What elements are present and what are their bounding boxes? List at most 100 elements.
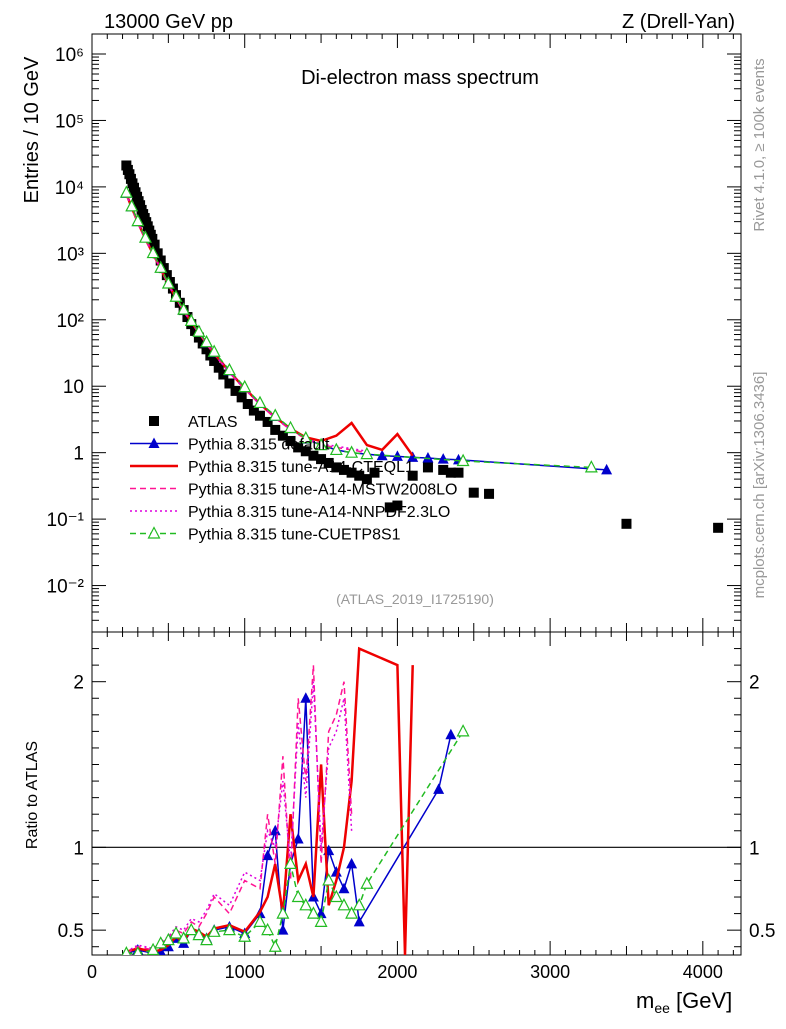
main-point xyxy=(323,457,334,468)
ratio-y-tick-label: 2 xyxy=(73,673,84,694)
main-point xyxy=(177,302,191,315)
main-series-4 xyxy=(125,194,368,453)
main-point xyxy=(149,239,160,250)
rivet-version-label: Rivet 4.1.0, ≥ 100k events xyxy=(751,58,768,231)
main-point xyxy=(125,199,139,212)
main-point xyxy=(601,463,613,475)
main-point xyxy=(456,453,470,467)
main-point xyxy=(369,467,380,478)
ratio-point xyxy=(222,922,236,936)
ratio-y-tick-label: 1 xyxy=(73,838,84,859)
main-point xyxy=(200,334,214,348)
ratio-point xyxy=(291,889,305,903)
main-point xyxy=(253,395,267,409)
main-point xyxy=(376,449,388,461)
main-point xyxy=(316,454,327,465)
main-point xyxy=(236,392,247,403)
main-y-tick-label: 10⁻¹ xyxy=(47,510,85,531)
ratio-y-tick-label-right: 2 xyxy=(749,673,760,694)
ratio-point xyxy=(456,724,470,737)
main-point xyxy=(621,518,632,529)
main-y-tick-label: 10 xyxy=(63,377,84,398)
ratio-point xyxy=(292,833,304,844)
main-point xyxy=(392,500,403,511)
main-point xyxy=(209,355,220,366)
ratio-point xyxy=(268,939,282,952)
main-y-tick-label: 10² xyxy=(57,311,84,332)
x-tick-label: 1000 xyxy=(225,962,265,982)
ratio-point xyxy=(200,932,214,946)
main-point xyxy=(147,233,158,244)
analysis-watermark: (ATLAS_2019_I1725190) xyxy=(336,591,494,607)
x-axis-label-sub: ee xyxy=(654,1000,670,1016)
main-point xyxy=(152,248,163,259)
main-point xyxy=(192,324,206,337)
main-point xyxy=(161,270,172,281)
main-point xyxy=(314,437,328,451)
legend-marker xyxy=(147,526,161,539)
ratio-point xyxy=(253,914,267,927)
main-y-axis-label: Entries / 10 GeV xyxy=(21,56,43,203)
ratio-point xyxy=(329,889,343,903)
main-point xyxy=(254,410,265,421)
main-point xyxy=(270,424,281,435)
main-point xyxy=(331,462,342,473)
main-y-tick-label: 10⁴ xyxy=(55,178,84,199)
main-point xyxy=(193,332,204,343)
ratio-point xyxy=(169,926,183,939)
main-point xyxy=(154,260,168,273)
ratio-point xyxy=(346,857,358,869)
x-axis-label-unit: [GeV] xyxy=(670,988,732,1013)
main-point xyxy=(285,435,296,446)
main-point xyxy=(329,442,343,456)
main-point xyxy=(354,470,365,481)
ratio-point xyxy=(133,946,143,955)
main-point xyxy=(713,522,724,533)
x-tick-label: 4000 xyxy=(683,962,723,982)
mcplots-label: mcplots.cern.ch [arXiv:1306.3436] xyxy=(751,372,768,599)
x-tick-label: 3000 xyxy=(530,962,570,982)
ratio-point xyxy=(262,849,274,861)
ratio-point xyxy=(177,931,191,944)
ratio-series-3 xyxy=(126,681,353,953)
main-point xyxy=(338,464,349,475)
main-point xyxy=(293,442,304,453)
legend-label: Pythia 8.315 tune-CUETP8S1 xyxy=(188,527,401,544)
ratio-point xyxy=(322,873,336,886)
main-point xyxy=(299,430,313,444)
main-point xyxy=(238,379,252,393)
legend-label: Pythia 8.315 default xyxy=(188,437,330,454)
main-point xyxy=(169,289,183,302)
ratio-point xyxy=(353,915,365,927)
ratio-point xyxy=(284,856,298,869)
x-axis-label: mee [GeV] xyxy=(636,988,732,1016)
ratio-point xyxy=(315,907,327,919)
ratio-series-1 xyxy=(126,646,414,955)
ratio-panel: 0 1000 2000 3000 4000 0.5 0.5 1 1 2 2 xyxy=(58,631,775,982)
main-y-tick-label: 10⁻² xyxy=(47,577,85,598)
ratio-series-line xyxy=(126,681,353,953)
main-point xyxy=(230,385,241,396)
main-point xyxy=(161,276,175,289)
main-point xyxy=(407,451,419,462)
ratio-point xyxy=(146,942,160,955)
header-left: 13000 GeV pp xyxy=(104,11,233,33)
main-point xyxy=(308,450,319,461)
ratio-point xyxy=(345,906,359,919)
legend-label: Pythia 8.315 tune-A14-CTEQL1 xyxy=(188,459,414,476)
main-series-line xyxy=(125,194,368,454)
ratio-y-axis-label: Ratio to ATLAS xyxy=(24,741,41,849)
main-y-tick-label: 10⁵ xyxy=(55,111,84,132)
legend-label: Pythia 8.315 tune-A14-NNPDF2.3LO xyxy=(188,504,450,521)
ratio-point xyxy=(161,932,175,946)
main-point xyxy=(438,464,449,475)
main-point xyxy=(584,460,598,473)
main-point xyxy=(131,213,145,227)
ratio-y-tick-label-right: 1 xyxy=(749,838,760,859)
ratio-point xyxy=(330,866,342,877)
main-point xyxy=(242,399,253,410)
ratio-series-4 xyxy=(121,724,470,955)
ratio-point xyxy=(184,922,198,936)
legend-label: ATLAS xyxy=(188,414,238,431)
legend-label: Pythia 8.315 tune-A14-MSTW2008LO xyxy=(188,482,457,499)
